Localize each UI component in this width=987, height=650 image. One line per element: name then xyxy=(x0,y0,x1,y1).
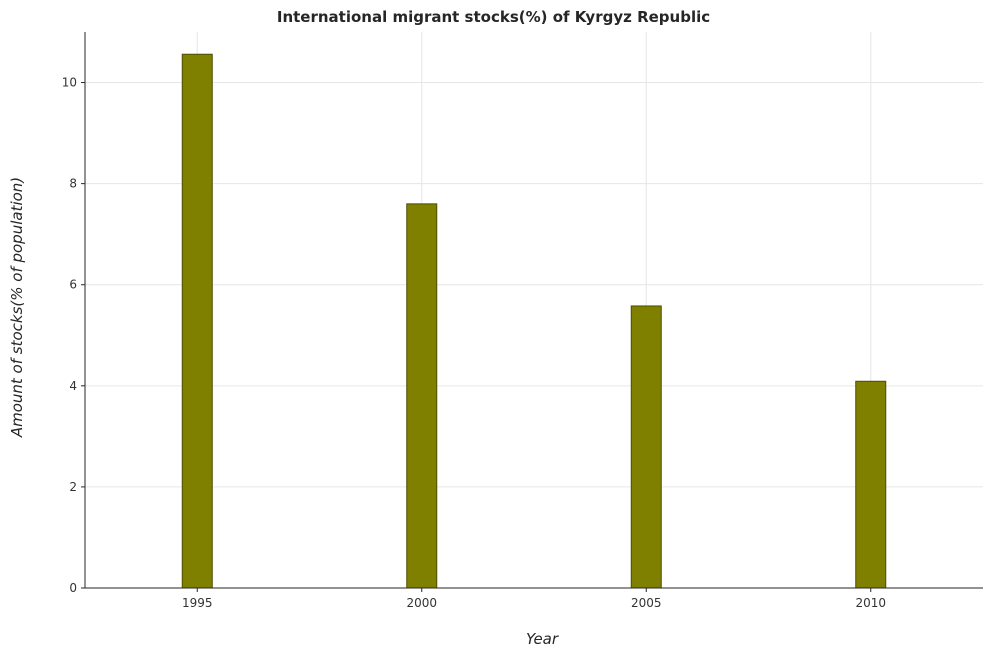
chart-title: International migrant stocks(%) of Kyrgy… xyxy=(276,8,711,26)
y-tick-label: 8 xyxy=(69,177,77,191)
bar-2010 xyxy=(855,380,887,589)
y-tick-label: 2 xyxy=(69,480,77,494)
grid-layer xyxy=(85,32,983,589)
y-tick-label: 4 xyxy=(69,379,77,393)
x-tick-label: 2005 xyxy=(631,596,662,610)
x-tick-label: 2010 xyxy=(855,596,886,610)
bars-layer xyxy=(181,53,887,589)
x-axis-label: Year xyxy=(526,630,559,648)
labels-layer: 0 2 4 6 8 10 1995 2000 2005 2010 xyxy=(62,76,886,610)
bar-2005 xyxy=(630,305,662,589)
x-tick-label: 1995 xyxy=(182,596,213,610)
axes-layer xyxy=(81,32,983,592)
y-tick-label: 10 xyxy=(62,76,77,90)
bar-2000 xyxy=(406,203,438,589)
y-tick-label: 0 xyxy=(69,581,77,595)
y-tick-label: 6 xyxy=(69,278,77,292)
y-axis-label: Amount of stocks(% of population) xyxy=(8,177,26,438)
bar-1995 xyxy=(181,53,213,589)
x-tick-label: 2000 xyxy=(406,596,437,610)
